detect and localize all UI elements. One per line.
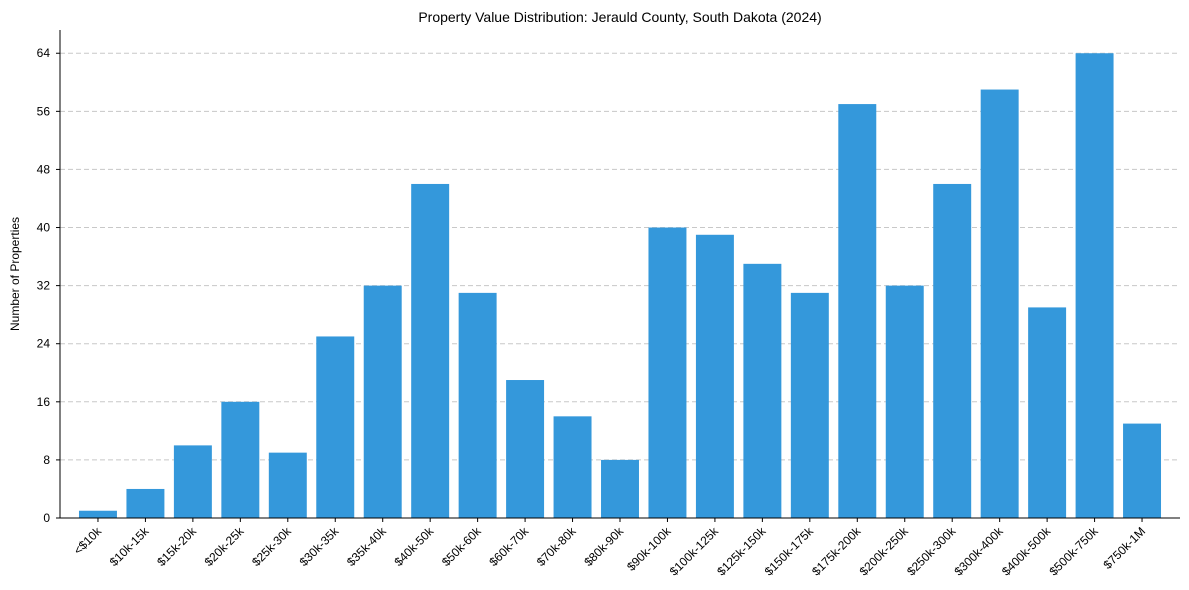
chart-title: Property Value Distribution: Jerauld Cou… (418, 9, 821, 25)
x-tick-label: $35k-40k (344, 524, 390, 570)
y-tick-label: 48 (37, 162, 51, 176)
y-tick-label: 16 (37, 395, 51, 409)
x-tick-label: $400k-500k (999, 524, 1054, 579)
x-tick-label: $150k-175k (762, 524, 817, 579)
bar (885, 285, 924, 518)
x-tick-label: $500k-750k (1046, 524, 1101, 579)
bar (316, 336, 355, 518)
y-tick-label: 0 (43, 511, 50, 525)
bar (363, 285, 402, 518)
y-tick-label: 40 (37, 221, 51, 235)
bar (126, 488, 165, 518)
bar (268, 452, 307, 518)
bar (553, 416, 592, 518)
x-tick-label: $30k-35k (297, 524, 343, 570)
bar (506, 380, 545, 518)
bar (173, 445, 212, 518)
x-tick-label: $90k-100k (624, 524, 674, 574)
bar (411, 183, 450, 518)
x-tick-label: $15k-20k (154, 524, 200, 570)
bar (743, 263, 782, 518)
bar (648, 227, 687, 518)
x-tick-label: $40k-50k (391, 524, 437, 570)
bar (78, 510, 117, 518)
y-tick-label: 64 (37, 46, 51, 60)
y-axis-label: Number of Properties (8, 217, 22, 331)
x-tick-label: $300k-400k (952, 524, 1007, 579)
x-tick-label: $125k-150k (714, 524, 769, 579)
x-tick-label: $25k-30k (249, 524, 295, 570)
y-tick-label: 24 (37, 337, 51, 351)
x-tick-label: $50k-60k (439, 524, 485, 570)
y-tick-label: 8 (43, 453, 50, 467)
bar (1028, 307, 1067, 518)
bar (1075, 53, 1114, 518)
x-tick-label: $750k-1M (1101, 524, 1149, 572)
bar (601, 459, 639, 518)
x-tick-label: $250k-300k (904, 524, 959, 579)
x-tick-label: $175k-200k (809, 524, 864, 579)
bar (933, 183, 972, 518)
x-tick-label: $60k-70k (486, 524, 532, 570)
bar (221, 401, 260, 518)
x-tick-label: $100k-125k (667, 524, 722, 579)
bar (458, 292, 497, 518)
bars (78, 53, 1162, 519)
x-tick-label: $20k-25k (202, 524, 248, 570)
bar (980, 89, 1019, 519)
x-tick-label: $80k-90k (581, 524, 627, 570)
bar (790, 292, 829, 518)
x-tick-label: $10k-15k (107, 524, 153, 570)
bar (695, 234, 734, 519)
x-tick-label: $70k-80k (534, 524, 580, 570)
x-tick-label: <$10k (71, 524, 105, 558)
y-tick-label: 56 (37, 104, 51, 118)
bar (1123, 423, 1162, 518)
y-tick-label: 32 (37, 279, 51, 293)
bar (838, 104, 877, 519)
x-tick-label: $200k-250k (857, 524, 912, 579)
